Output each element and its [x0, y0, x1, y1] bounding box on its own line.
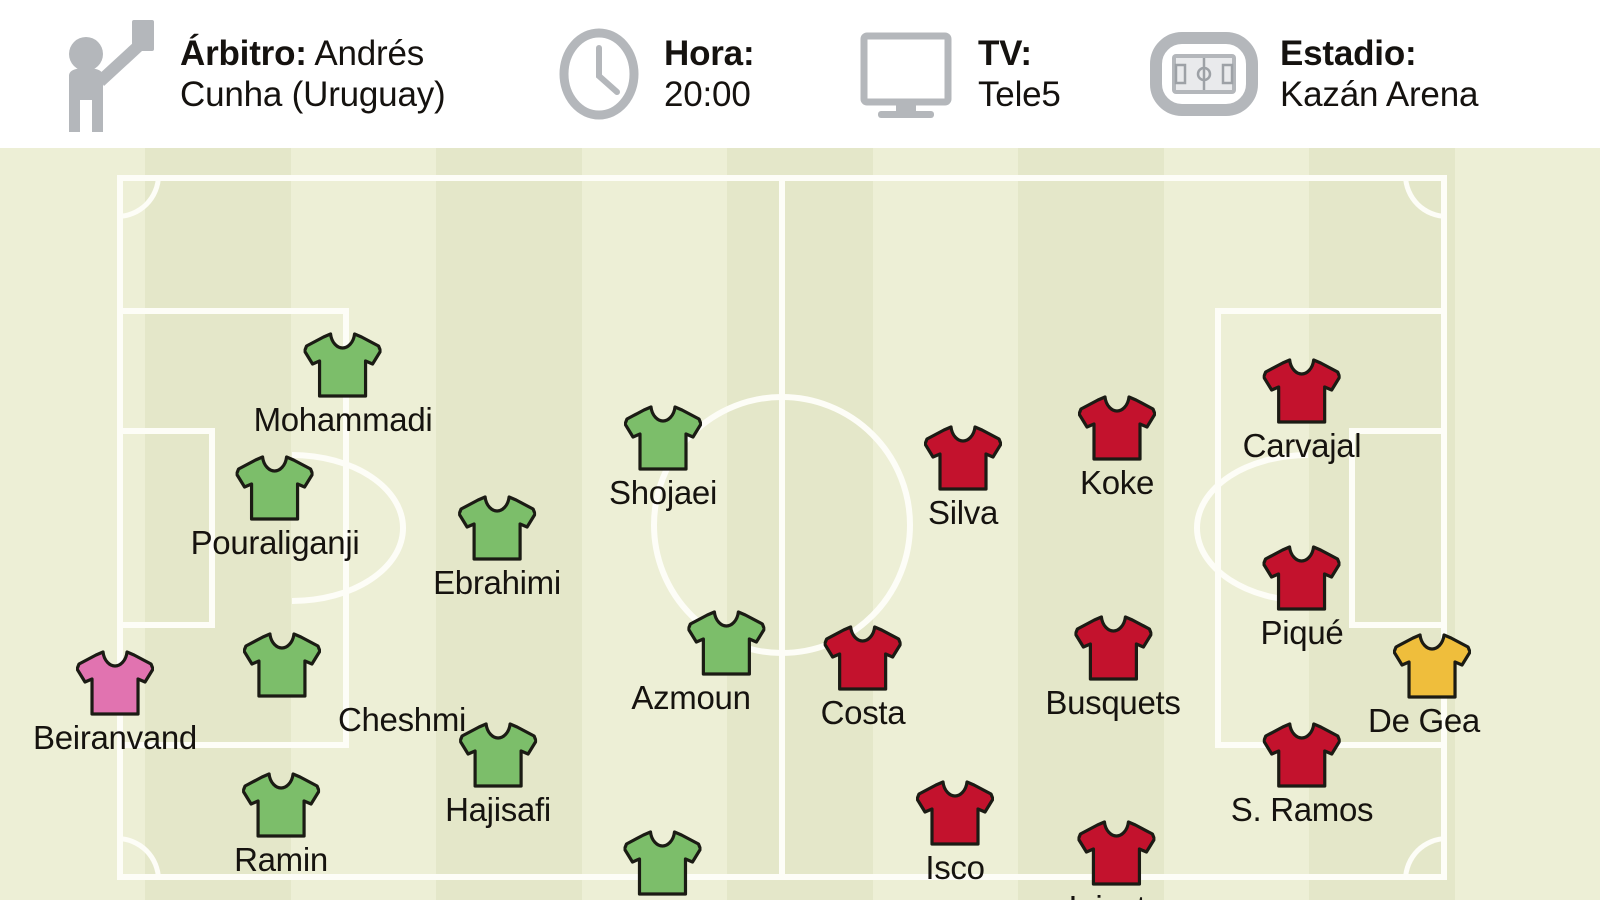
player-name: Shojaei	[609, 474, 717, 511]
player-marker[interactable]: De Gea	[1368, 631, 1488, 737]
hora-value: 20:00	[664, 75, 751, 114]
goal-line-left	[117, 175, 123, 880]
jersey-icon	[624, 403, 702, 475]
jersey-icon	[1263, 356, 1341, 428]
player-name: S. Ramos	[1230, 791, 1374, 828]
jersey-icon	[243, 630, 321, 702]
player-name: Ramin	[234, 841, 328, 878]
player-name: De Gea	[1368, 702, 1480, 739]
football-pitch: Beiranvand Mohammadi Pouraliganji Cheshmi Ra…	[0, 148, 1600, 900]
info-item-referee: Árbitro: Andrés Cunha (Uruguay)	[52, 0, 460, 148]
pitch-stripe	[1309, 148, 1455, 900]
info-item-hora: Hora: 20:00	[556, 0, 852, 148]
player-marker[interactable]: Mohammadi	[254, 330, 433, 436]
player-name: Pouraliganji	[190, 524, 360, 561]
player-name: Isco	[925, 849, 985, 886]
player-marker[interactable]: Costa	[821, 623, 906, 729]
player-marker[interactable]: Cheshmi	[218, 630, 466, 736]
player-name: Piqué	[1260, 614, 1344, 651]
goal-area-left	[117, 428, 215, 628]
jersey-icon	[824, 623, 902, 695]
info-item-tv: TV: Tele5	[856, 0, 1146, 148]
jersey-icon	[304, 330, 382, 402]
player-name: Silva	[927, 494, 999, 531]
player-marker[interactable]: Ebrahimi	[433, 493, 561, 599]
referee-card-icon	[52, 14, 160, 134]
info-item-estadio: Estadio: Kazán Arena	[1150, 0, 1588, 148]
referee-value: Andrés Cunha (Uruguay)	[180, 33, 446, 114]
estadio-value: Kazán Arena	[1280, 75, 1479, 114]
player-marker[interactable]: Azmoun	[631, 608, 785, 714]
hora-label: Hora:	[664, 33, 755, 73]
jersey-icon	[1076, 818, 1155, 890]
tv-label: TV:	[978, 33, 1032, 73]
player-marker[interactable]: Koke	[1078, 393, 1156, 499]
player-marker[interactable]: Pouraliganji	[191, 453, 360, 559]
player-marker[interactable]: Hajisafi	[445, 720, 551, 826]
jersey-icon	[924, 423, 1002, 495]
jersey-icon	[1262, 720, 1341, 792]
estadio-label: Estadio:	[1280, 33, 1417, 73]
player-marker[interactable]: Carvajal	[1243, 356, 1362, 462]
player-name: Koke	[1079, 464, 1155, 501]
estadio-text: Estadio: Kazán Arena	[1258, 33, 1588, 116]
player-marker[interactable]: Iniesta	[1068, 818, 1164, 900]
player-marker[interactable]: Piqué	[1261, 543, 1344, 649]
player-marker[interactable]: Jahanbakhsh	[565, 828, 758, 900]
tv-value: Tele5	[978, 75, 1061, 114]
jersey-icon	[1073, 613, 1152, 685]
jersey-icon	[686, 608, 765, 680]
center-circle	[651, 394, 913, 656]
player-name: Cheshmi	[337, 701, 467, 738]
jersey-icon	[1078, 393, 1156, 465]
jersey-icon	[458, 493, 536, 565]
player-name: Azmoun	[631, 679, 751, 716]
player-marker[interactable]: Silva	[924, 423, 1002, 529]
jersey-icon	[1393, 631, 1471, 703]
player-name: Hajisafi	[445, 791, 551, 828]
pitch-stripe	[1018, 148, 1164, 900]
player-name: Busquets	[1045, 684, 1181, 721]
jersey-icon	[459, 720, 537, 792]
player-marker[interactable]: Beiranvand	[33, 648, 197, 754]
tv-text: TV: Tele5	[956, 33, 1146, 116]
hora-text: Hora: 20:00	[642, 33, 852, 116]
player-name: Carvajal	[1242, 427, 1362, 464]
player-name: Iniesta	[1068, 891, 1163, 900]
player-name: Ebrahimi	[433, 564, 561, 601]
clock-icon	[556, 26, 642, 122]
jersey-icon	[916, 778, 994, 850]
player-name: Mohammadi	[253, 401, 433, 438]
player-marker[interactable]: Isco	[916, 778, 994, 884]
jersey-icon	[235, 453, 314, 525]
jersey-icon	[623, 828, 701, 900]
match-info-header: Árbitro: Andrés Cunha (Uruguay) Hora: 20…	[0, 0, 1600, 148]
goal-line-right	[1441, 175, 1447, 880]
player-marker[interactable]: Shojaei	[609, 403, 717, 509]
player-markers: Beiranvand Mohammadi Pouraliganji Cheshmi Ra…	[0, 148, 1600, 900]
goal-area-right	[1349, 428, 1447, 628]
stadium-icon	[1150, 26, 1258, 122]
player-marker[interactable]: S. Ramos	[1230, 720, 1374, 828]
player-name: Beiranvand	[33, 719, 197, 756]
player-marker[interactable]: Ramin	[234, 770, 328, 876]
player-name: Costa	[820, 694, 906, 731]
jersey-icon	[241, 770, 320, 842]
pitch-markings	[0, 148, 1600, 900]
jersey-icon	[75, 648, 154, 720]
pitch-stripe	[1454, 148, 1600, 900]
jersey-icon	[1263, 543, 1341, 615]
player-marker[interactable]: Busquets	[1045, 613, 1181, 721]
referee-text: Árbitro: Andrés Cunha (Uruguay)	[160, 33, 460, 116]
television-icon	[856, 26, 956, 122]
referee-label: Árbitro:	[180, 33, 307, 73]
